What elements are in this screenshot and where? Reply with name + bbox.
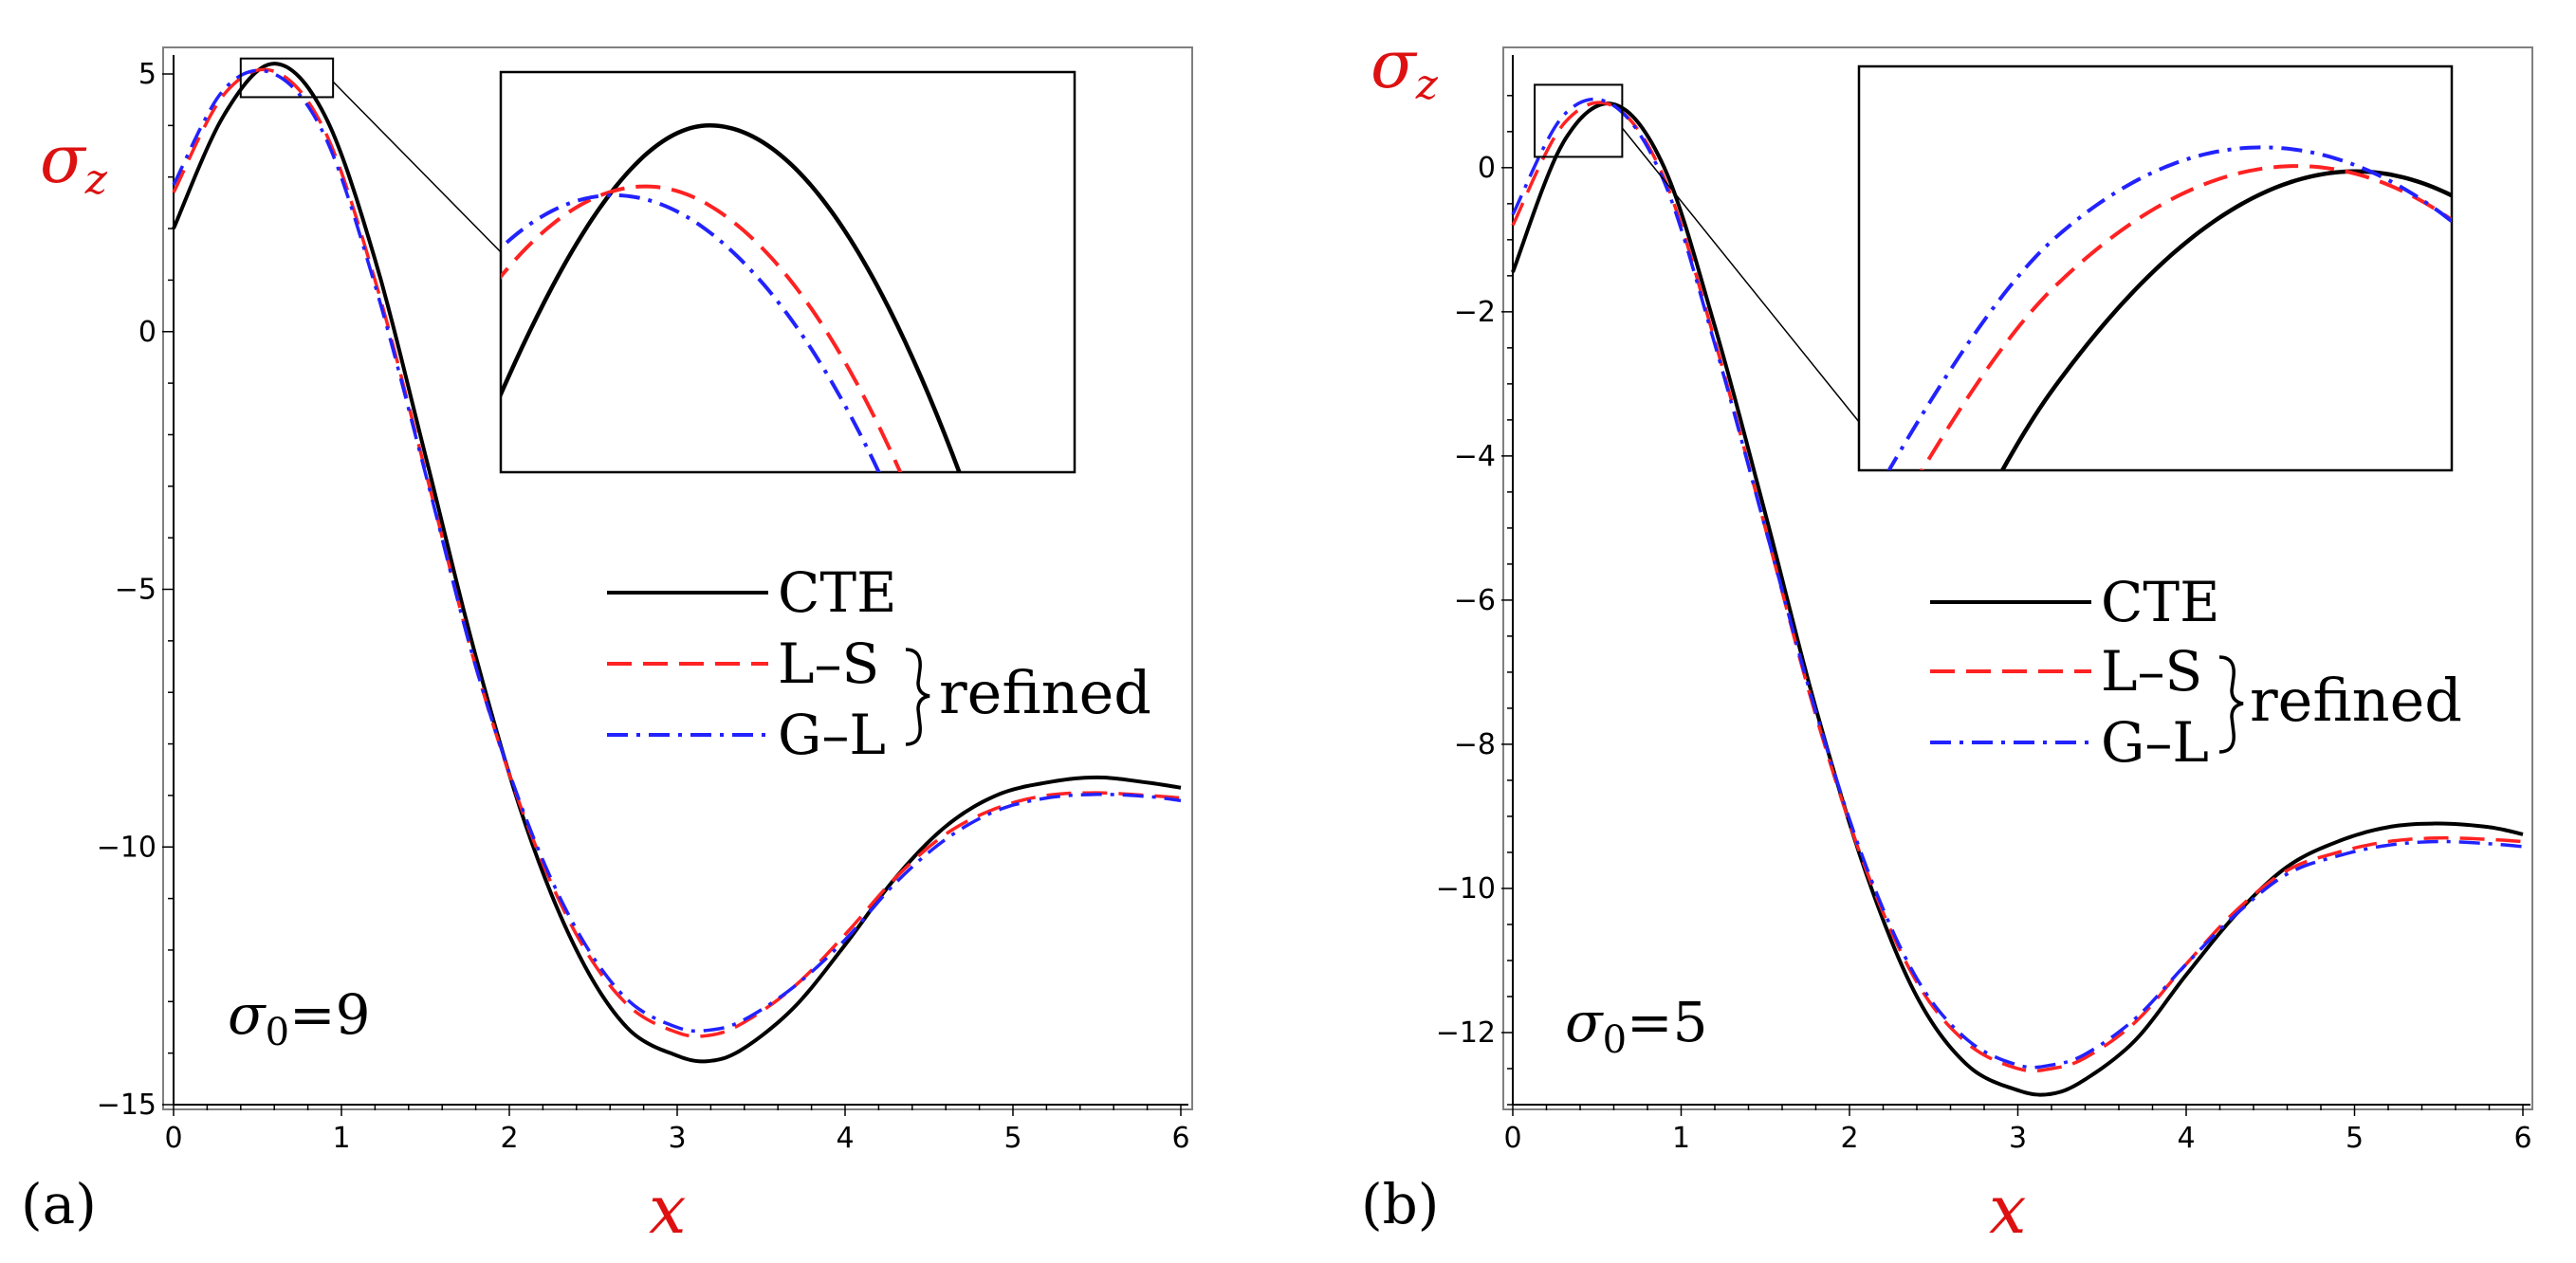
legend-brace <box>2218 655 2244 754</box>
x-tick-label: 0 <box>164 1122 182 1155</box>
axes: 0 1 2 3 4 5 6 0 −2 −4 −6 −8 −10 −12 <box>1436 55 2532 1155</box>
series-line-g-l <box>1511 97 2524 1070</box>
y-tick-label: −15 <box>97 1089 156 1122</box>
y-tick-label: −12 <box>1436 1016 1496 1050</box>
inset-frame <box>499 70 1076 474</box>
legend-label-cte: CTE <box>778 560 896 625</box>
y-tick-label: −10 <box>1436 872 1496 906</box>
y-axis-label: σz <box>40 120 108 204</box>
y-tick-label: 0 <box>138 316 156 349</box>
inset-series-group <box>501 123 962 472</box>
x-tick-label: 4 <box>2177 1122 2195 1155</box>
inset-series-group <box>1886 145 2452 470</box>
series-line-cte <box>172 62 1182 1064</box>
x-tick-label: 1 <box>332 1122 350 1155</box>
legend-label-cte: CTE <box>2101 570 2219 634</box>
x-tick-label: 2 <box>1840 1122 1858 1155</box>
panel-a: 0 1 2 3 4 5 6 5 0 −5 −10 −15 σz x (a) σ0=9 CTE L–S … <box>21 46 1193 1249</box>
x-tick-label: 4 <box>836 1122 854 1155</box>
series-group <box>172 62 1182 1064</box>
legend-label-ls: L–S <box>2101 639 2202 704</box>
series-group <box>1511 97 2524 1097</box>
legend-group-label: refined <box>2250 666 2462 735</box>
series-line-cte <box>1511 101 2524 1097</box>
legend-label-gl: G–L <box>2101 710 2209 775</box>
legend-brace <box>905 648 930 746</box>
panel-label: (a) <box>21 1172 97 1236</box>
y-tick-label: 5 <box>138 58 156 91</box>
x-tick-label: 0 <box>1503 1122 1521 1155</box>
x-tick-label: 6 <box>2513 1122 2531 1155</box>
zoom-connector <box>332 81 502 253</box>
inset-line-l-s <box>1920 164 2452 470</box>
x-tick-label: 3 <box>2009 1122 2027 1155</box>
y-tick-label: −10 <box>97 831 156 864</box>
legend-group-label: refined <box>939 658 1151 727</box>
panel-label: (b) <box>1361 1172 1439 1236</box>
x-tick-label: 5 <box>1003 1122 1021 1155</box>
inset-line-cte <box>1999 169 2452 470</box>
y-tick-label: −5 <box>115 574 156 607</box>
panel-b: 0 1 2 3 4 5 6 0 −2 −4 −6 −8 −10 −12 σz x (b) σ0=5 CTE… <box>1361 26 2533 1249</box>
inset-line-g-l <box>501 192 881 472</box>
x-tick-label: 1 <box>1672 1122 1690 1155</box>
inset-line-g-l <box>1886 145 2452 470</box>
zoom-box <box>1534 83 1624 158</box>
inset-line-l-s <box>501 184 903 472</box>
x-tick-label: 2 <box>500 1122 518 1155</box>
axes: 0 1 2 3 4 5 6 5 0 −5 −10 −15 <box>97 55 1190 1155</box>
zoom-box <box>239 57 335 99</box>
x-tick-label: 3 <box>668 1122 686 1155</box>
inset-line-cte <box>501 123 962 472</box>
series-line-l-s <box>172 67 1182 1038</box>
x-tick-label: 5 <box>2346 1122 2364 1155</box>
y-tick-label: 0 <box>1478 152 1496 185</box>
y-axis-label: σz <box>1371 26 1439 109</box>
sigma0-annotation: σ0=5 <box>1565 990 1708 1062</box>
y-tick-label: −8 <box>1454 728 1496 761</box>
y-tick-label: −6 <box>1454 584 1496 617</box>
x-axis-label: x <box>649 1171 686 1249</box>
y-tick-label: −4 <box>1454 440 1496 473</box>
sigma0-annotation: σ0=9 <box>228 982 371 1054</box>
x-axis-label: x <box>1989 1171 2026 1249</box>
legend: CTE L–S G–L refined <box>1930 570 2462 775</box>
x-tick-label: 6 <box>1171 1122 1189 1155</box>
legend: CTE L–S G–L refined <box>607 560 1151 767</box>
legend-label-gl: G–L <box>778 703 886 767</box>
y-tick-label: −2 <box>1454 296 1496 329</box>
zoom-connector <box>1621 127 1860 423</box>
legend-label-ls: L–S <box>778 632 879 696</box>
